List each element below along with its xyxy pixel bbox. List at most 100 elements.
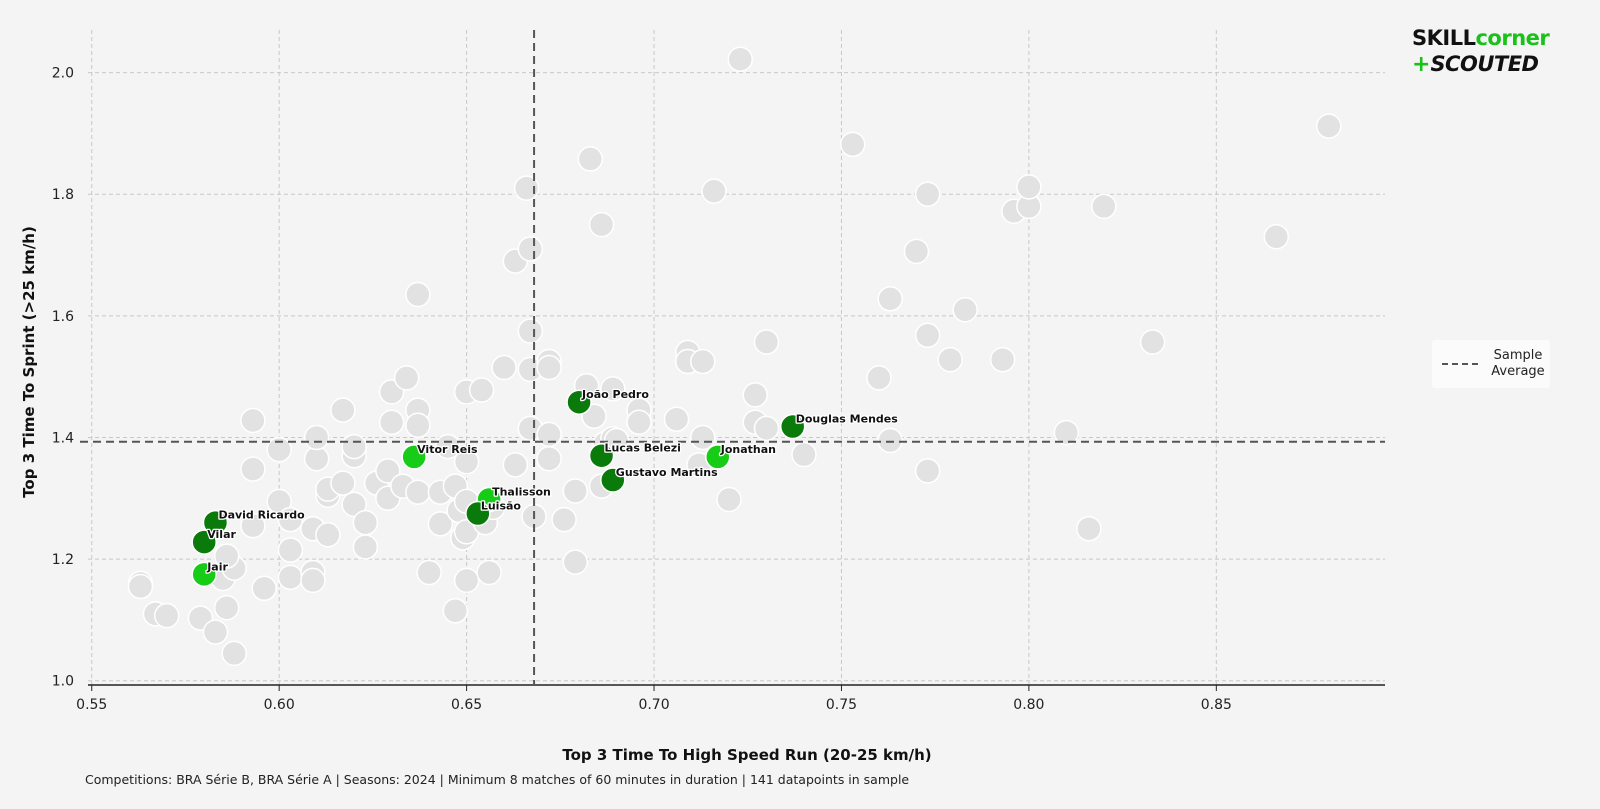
x-tick-label: 0.80 xyxy=(1013,697,1044,713)
legend-dashed-line-icon xyxy=(1442,363,1478,365)
highlighted-point xyxy=(588,442,615,469)
logo-plus-icon: + xyxy=(1412,52,1431,77)
scatter-point xyxy=(240,407,266,434)
scatter-point xyxy=(626,409,652,436)
scatter-point xyxy=(435,433,461,460)
y-tick-label: 2.0 xyxy=(52,66,74,82)
scatter-point xyxy=(277,564,304,591)
scatter-point xyxy=(753,415,780,442)
player-label: Lucas Belezi xyxy=(605,442,681,455)
highlighted-point xyxy=(202,509,229,536)
scatter-point xyxy=(562,478,589,504)
skillcorner-scouted-logo: SKILLcorner +SCOUTED xyxy=(1412,26,1572,78)
player-label: Jair xyxy=(206,560,228,573)
scatter-point xyxy=(213,543,240,569)
player-label: João Pedro xyxy=(581,388,649,401)
legend-label-line1: Sample xyxy=(1493,348,1543,363)
scatter-point xyxy=(866,365,892,391)
scatter-point xyxy=(240,512,266,539)
scatter-point xyxy=(427,511,454,537)
point-labels: João Pedro Douglas Mendes Vitor Reis Lucas … xyxy=(205,387,900,575)
scatter-point xyxy=(536,421,562,448)
scatter-point xyxy=(251,575,277,602)
scatter-point xyxy=(303,446,330,472)
highlighted-point xyxy=(600,467,626,493)
x-tick-label: 0.75 xyxy=(826,697,857,713)
scatter-point xyxy=(266,488,292,515)
player-label: David Ricardo xyxy=(218,509,305,522)
sample-average-lines xyxy=(80,30,1385,685)
x-tick-label: 0.70 xyxy=(638,697,669,713)
scatter-point xyxy=(330,397,356,423)
x-tick-label: 0.60 xyxy=(264,697,295,713)
scatter-point xyxy=(753,329,780,355)
scatter-point xyxy=(914,458,941,484)
scatter-point xyxy=(588,211,615,238)
scatter-point xyxy=(442,598,469,624)
scatter-point xyxy=(903,238,930,265)
scatter-point xyxy=(266,436,292,463)
scatter-point xyxy=(701,178,727,204)
scatter-point xyxy=(1091,193,1117,220)
x-tick-label: 0.55 xyxy=(76,697,107,713)
x-tick-label: 0.85 xyxy=(1201,697,1232,713)
scatter-point xyxy=(1053,419,1080,446)
grid-lines xyxy=(88,30,1385,685)
scatter-point xyxy=(562,549,589,575)
scatter-point xyxy=(393,365,420,391)
highlighted-point xyxy=(779,413,806,440)
y-tick-label: 1.4 xyxy=(52,430,74,446)
highlighted-point xyxy=(566,389,592,415)
scatter-point xyxy=(405,479,431,505)
player-label: Vitor Reis xyxy=(417,443,478,456)
logo-scouted-text: SCOUTED xyxy=(1430,52,1539,76)
scatter-point xyxy=(127,573,154,600)
scatter-point xyxy=(453,449,480,475)
highlighted-point xyxy=(465,500,491,527)
y-tick-label: 1.8 xyxy=(52,187,74,203)
scatter-point xyxy=(1263,224,1290,250)
scatter-point xyxy=(989,346,1016,373)
scatter-point xyxy=(202,619,229,645)
legend-label-line2: Average xyxy=(1491,364,1545,379)
scatter-point xyxy=(240,456,266,482)
legend-label: Sample Average xyxy=(1488,348,1548,380)
legend: Sample Average xyxy=(1432,340,1550,388)
y-axis-title: Top 3 Time To Sprint (>25 km/h) xyxy=(20,226,38,498)
scatter-point xyxy=(277,506,304,533)
scatter-point xyxy=(453,567,480,594)
scatter-point xyxy=(491,354,517,381)
scatter-point xyxy=(476,559,502,586)
scatter-point xyxy=(791,441,817,468)
scatter-point xyxy=(914,181,941,207)
logo-corner-text: corner xyxy=(1475,26,1550,50)
scatter-point xyxy=(1076,515,1102,542)
player-label: Thalisson xyxy=(492,486,551,499)
scatter-point xyxy=(1139,329,1166,355)
player-label: Vilar xyxy=(207,528,236,541)
player-label: Douglas Mendes xyxy=(796,413,899,426)
scatter-point xyxy=(502,452,529,478)
scatter-point xyxy=(937,346,963,373)
scatter-point xyxy=(839,131,866,158)
player-label: Luisão xyxy=(481,499,522,512)
scatter-point xyxy=(330,470,356,496)
y-tick-label: 1.0 xyxy=(52,674,74,690)
scatter-point xyxy=(1316,113,1342,139)
y-tick-label: 1.2 xyxy=(52,552,74,568)
scatter-point xyxy=(600,376,626,402)
scatter-point xyxy=(405,281,431,308)
scatter-point xyxy=(303,424,330,451)
scatter-point xyxy=(952,297,978,323)
scatter-point xyxy=(742,382,768,408)
player-label: Gustavo Martins xyxy=(616,466,718,479)
scatter-point xyxy=(551,506,577,533)
scatter-point xyxy=(603,427,630,454)
scatter-point xyxy=(300,567,326,594)
scatter-point xyxy=(378,409,405,436)
scatter-point xyxy=(1016,174,1042,200)
x-tick-label: 0.65 xyxy=(451,697,482,713)
highlighted-point xyxy=(191,529,217,555)
scatter-point xyxy=(513,175,540,201)
